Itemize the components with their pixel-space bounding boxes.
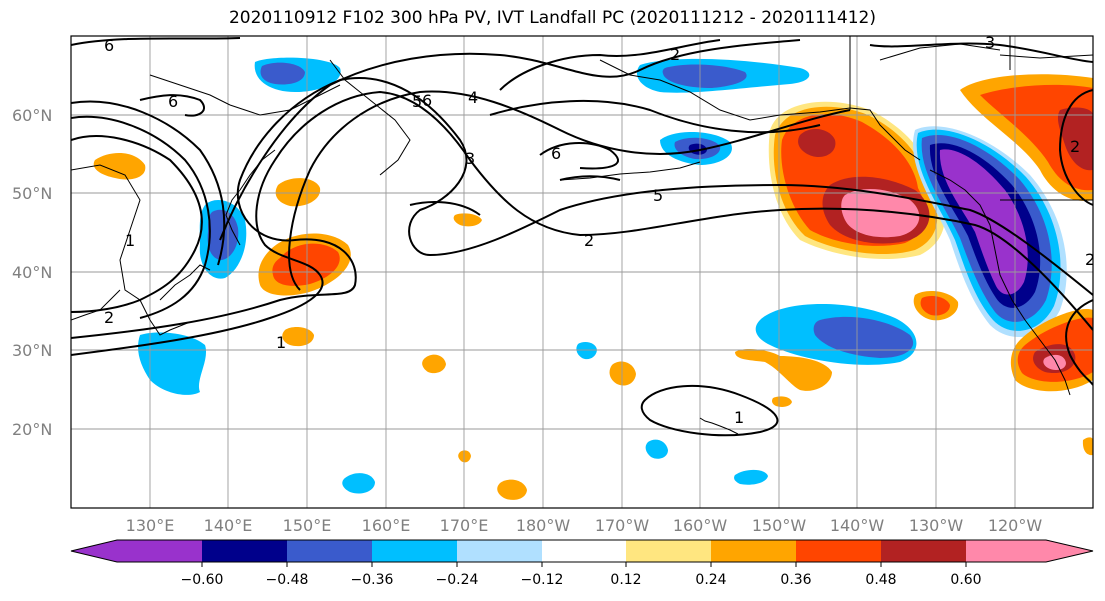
lat-label: 30°N: [12, 341, 52, 360]
colorbar-tick: 0.48: [865, 572, 896, 588]
map-title: 2020110912 F102 300 hPa PV, IVT Landfall…: [228, 8, 876, 28]
pv-contours: [71, 37, 1093, 437]
contour-label: 2: [584, 231, 594, 250]
contour-label: 5: [412, 92, 422, 111]
lat-label: 20°N: [12, 420, 52, 439]
lon-label: 170°W: [595, 516, 650, 535]
colorbar-seg-10b: [1046, 540, 1093, 562]
contour-labels: 6 6 6 5 4 3 2 2 1 2 1 2 3 5 6 1 2: [104, 33, 1095, 427]
colorbar-seg-0: [71, 540, 117, 562]
colorbar-seg-4: [457, 540, 542, 562]
colorbar-seg-1: [202, 540, 287, 562]
lon-label: 160°E: [362, 516, 411, 535]
colorbar-tick: −0.60: [181, 572, 224, 588]
contour-label: 3: [985, 33, 995, 52]
lon-label: 130°W: [909, 516, 964, 535]
lon-label: 140°E: [204, 516, 253, 535]
colorbar-tick: −0.24: [436, 572, 479, 588]
colorbar: −0.60 −0.48 −0.36 −0.24 −0.12 0.12 0.24 …: [70, 539, 1094, 588]
lon-label: 150°E: [283, 516, 332, 535]
contour-label: 2: [104, 308, 114, 327]
contour-label: 3: [465, 149, 475, 168]
contour-label: 2: [670, 45, 680, 64]
lon-label: 150°W: [752, 516, 807, 535]
contour-label: 1: [276, 333, 286, 352]
colorbar-seg-0b: [117, 540, 202, 562]
lon-label: 140°W: [830, 516, 885, 535]
lat-label: 40°N: [12, 263, 52, 282]
map-frame: [70, 35, 1094, 509]
colorbar-tick: −0.48: [266, 572, 309, 588]
contour-label: 5: [653, 186, 663, 205]
colorbar-tick: 0.12: [610, 572, 641, 588]
positive-anomaly-canada: [960, 74, 1093, 201]
contour-label: 1: [734, 408, 744, 427]
colorbar-seg-2: [287, 540, 372, 562]
negative-anomaly-bering: [636, 58, 810, 165]
contour-label: 6: [422, 91, 432, 110]
colorbar-seg-9: [881, 540, 966, 562]
scattered-small-anomalies: [138, 213, 1093, 500]
negative-anomaly-okhotsk: [254, 57, 341, 92]
lon-label: 130°E: [126, 516, 175, 535]
colorbar-seg-6: [626, 540, 711, 562]
positive-anomaly-gulf-of-alaska: [768, 101, 945, 260]
colorbar-seg-8: [796, 540, 881, 562]
longitude-labels: 130°E 140°E 150°E 160°E 170°E 180°W 170°…: [126, 516, 1043, 535]
lon-label: 160°W: [673, 516, 728, 535]
contour-label: 6: [104, 36, 114, 55]
lon-label: 180°W: [516, 516, 571, 535]
latitude-labels: 60°N 50°N 40°N 30°N 20°N: [12, 106, 52, 439]
lat-label: 60°N: [12, 106, 52, 125]
contour-label: 1: [125, 231, 135, 250]
colorbar-seg-5: [542, 540, 626, 562]
lon-label: 120°W: [988, 516, 1043, 535]
colorbar-tick: −0.12: [521, 572, 564, 588]
colorbar-seg-3: [372, 540, 457, 562]
colorbar-tick: −0.36: [351, 572, 394, 588]
lon-label: 170°E: [440, 516, 489, 535]
colorbar-tick: 0.24: [695, 572, 726, 588]
colorbar-tick: 0.36: [780, 572, 811, 588]
colorbar-seg-7: [711, 540, 796, 562]
contour-label: 6: [551, 144, 561, 163]
colorbar-tick: 0.60: [950, 572, 981, 588]
colorbar-outline: [70, 539, 1094, 563]
contour-label: 4: [468, 88, 478, 107]
contour-label: 2: [1085, 250, 1095, 269]
lat-label: 50°N: [12, 184, 52, 203]
contour-label: 6: [168, 92, 178, 111]
colorbar-seg-10: [966, 540, 1046, 562]
contour-label: 2: [1070, 137, 1080, 156]
